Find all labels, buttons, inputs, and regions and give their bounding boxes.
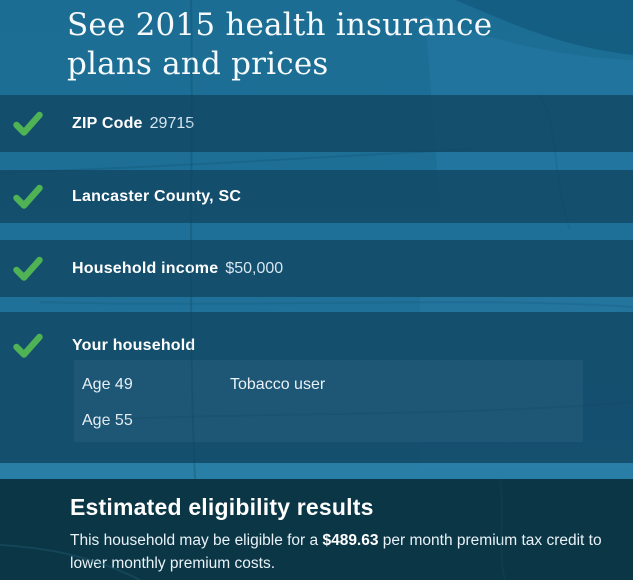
results-heading: Estimated eligibility results [70,494,374,520]
check-icon [13,111,43,137]
step-row-county[interactable]: Lancaster County, SC [0,170,633,223]
check-icon [13,333,43,359]
household-row-header: Your household [13,333,633,359]
check-icon [13,256,43,282]
step-label: Lancaster County, SC [72,187,242,205]
step-value: 29715 [149,114,195,132]
step-row-household-income[interactable]: Household income $50,000 [0,240,633,297]
member-age: Age 49 [82,376,133,393]
widget-header: See 2015 health insurance plans and price… [67,6,492,84]
results-text-prefix: This household may be eligible for a [70,532,323,549]
page-title-line2: plans and prices [67,46,329,82]
check-icon [13,184,43,210]
step-row-your-household[interactable]: Your household Age 49 Tobacco user Age 5… [0,312,633,463]
page-title-line1: See 2015 health insurance [67,7,493,43]
household-member-row: Age 49 Tobacco user [82,373,583,397]
step-value: $50,000 [225,259,284,277]
household-members-panel: Age 49 Tobacco user Age 55 [74,360,583,442]
step-row-zip-code[interactable]: ZIP Code 29715 [0,95,633,152]
step-label: Household income [72,259,219,277]
tax-credit-amount: $489.63 [322,532,379,549]
step-label: Your household [72,337,196,354]
results-text: This household may be eligible for a $48… [70,529,632,575]
household-member-row: Age 55 [82,409,583,433]
page-title: See 2015 health insurance plans and price… [67,6,492,84]
eligibility-results-section: Estimated eligibility results This house… [0,479,633,580]
member-tobacco-status: Tobacco user [230,376,326,393]
member-age: Age 55 [82,412,133,429]
step-label: ZIP Code [72,114,143,132]
